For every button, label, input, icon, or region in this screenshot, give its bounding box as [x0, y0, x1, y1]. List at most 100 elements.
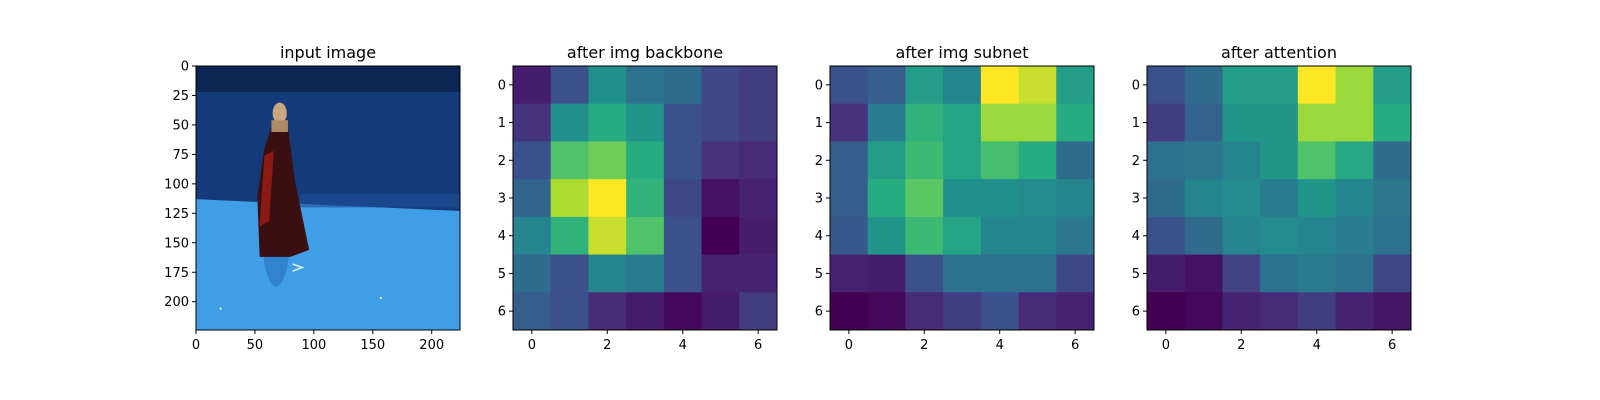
y-tick-label: 4 — [815, 229, 823, 244]
heatmap-cell — [905, 292, 944, 331]
y-tick-label: 50 — [172, 118, 189, 133]
y-tick-label: 2 — [498, 154, 506, 169]
panel-after-attention: after attention 0 2 4 6 0 1 2 3 4 5 6 — [1132, 43, 1412, 353]
heatmap-cell — [1147, 292, 1186, 331]
heatmap-cell — [1018, 216, 1057, 255]
heatmap-cell — [830, 103, 869, 142]
heatmap-cell — [663, 66, 702, 105]
heatmap-cell — [1018, 254, 1057, 293]
panel-title: after img backbone — [567, 43, 723, 62]
heatmap-cell — [1056, 292, 1095, 331]
heatmap-cell — [701, 216, 740, 255]
heatmap-cell — [701, 292, 740, 331]
y-tick-label: 200 — [164, 295, 189, 310]
heatmap-cell — [905, 254, 944, 293]
heatmap-cell — [1222, 66, 1261, 105]
x-tick-label: 0 — [528, 338, 536, 353]
y-tick-label: 6 — [498, 305, 506, 320]
heatmap-cell — [739, 179, 778, 218]
heatmap-cell — [1184, 216, 1223, 255]
heatmap-cell — [1147, 141, 1186, 180]
photo-floor-mark — [379, 297, 382, 299]
heatmap-cell — [513, 103, 552, 142]
heatmap-cell — [1335, 103, 1374, 142]
heatmap-cell — [550, 179, 589, 218]
heatmap-cell — [1147, 254, 1186, 293]
heatmap-cell — [663, 179, 702, 218]
heatmap-cell — [830, 66, 869, 105]
y-tick-label: 1 — [1132, 116, 1140, 131]
heatmap-cell — [1184, 103, 1223, 142]
x-tick-label: 2 — [1237, 338, 1245, 353]
heatmap-cell — [1335, 141, 1374, 180]
heatmap-cell — [980, 254, 1019, 293]
heatmap-cell — [701, 141, 740, 180]
axes-frame — [1146, 65, 1412, 331]
heatmap-cell — [663, 254, 702, 293]
photo-ceiling-rig — [196, 66, 460, 92]
heatmap-cell — [739, 141, 778, 180]
y-tick-label: 0 — [181, 60, 189, 75]
y-tick-label: 3 — [498, 192, 506, 207]
axes-frame — [512, 65, 778, 331]
heatmap-cell — [1297, 66, 1336, 105]
heatmap-cell — [1297, 292, 1336, 331]
heatmap-cell — [588, 103, 627, 142]
axes-frame — [195, 65, 461, 331]
heatmap-cell — [980, 292, 1019, 331]
photo-floor-mark — [292, 263, 305, 272]
heatmap-cell — [1056, 66, 1095, 105]
y-tick-label: 4 — [1132, 229, 1140, 244]
axes-frame — [829, 65, 1095, 331]
x-tick-label: 4 — [679, 338, 687, 353]
heatmap-cell — [1335, 216, 1374, 255]
y-tick-label: 0 — [815, 78, 823, 93]
photo-person-sleeve — [259, 150, 274, 227]
heatmap-cell — [663, 216, 702, 255]
heatmap-cell — [1222, 179, 1261, 218]
y-tick-label: 3 — [815, 192, 823, 207]
x-tick-label: 2 — [603, 338, 611, 353]
y-tick-label: 175 — [164, 266, 189, 281]
heatmap-cell — [830, 254, 869, 293]
heatmap-cell — [1260, 66, 1299, 105]
heatmap-cell — [588, 179, 627, 218]
heatmap-cell — [663, 103, 702, 142]
heatmap-cell — [830, 141, 869, 180]
heatmap-cell — [980, 103, 1019, 142]
heatmap-cell — [550, 292, 589, 331]
heatmap-cell — [1184, 141, 1223, 180]
heatmap-cell — [1184, 254, 1223, 293]
heatmap-cell — [980, 66, 1019, 105]
y-tick-label: 125 — [164, 207, 189, 222]
heatmap-cell — [1373, 216, 1412, 255]
heatmap-cell — [1184, 292, 1223, 331]
heatmap-cell — [1147, 103, 1186, 142]
heatmap-cell — [513, 66, 552, 105]
x-tick-label: 2 — [920, 338, 928, 353]
heatmap-cell — [867, 179, 906, 218]
x-tick-label: 150 — [360, 338, 385, 353]
x-tick-label: 4 — [1313, 338, 1321, 353]
y-tick-label: 2 — [815, 154, 823, 169]
heatmap-cell — [867, 254, 906, 293]
heatmap-cell — [550, 254, 589, 293]
heatmap-cell — [943, 141, 982, 180]
heatmap-cell — [980, 141, 1019, 180]
y-tick-label: 0 — [1132, 78, 1140, 93]
heatmap-cell — [588, 66, 627, 105]
heatmap-cell — [980, 179, 1019, 218]
x-tick-label: 0 — [192, 338, 200, 353]
heatmap-cell — [1222, 103, 1261, 142]
x-tick-label: 100 — [301, 338, 326, 353]
heatmap-cell — [1147, 216, 1186, 255]
heatmap-cell — [588, 141, 627, 180]
heatmap-cell — [626, 103, 665, 142]
heatmap-cell — [588, 254, 627, 293]
y-tick-label: 6 — [1132, 305, 1140, 320]
heatmap-cell — [1373, 292, 1412, 331]
panel-input-image: input image 0 50 100 150 200 0 25 50 75 100 125 150… — [164, 43, 461, 353]
y-tick-label: 3 — [1132, 192, 1140, 207]
heatmap-cell — [739, 292, 778, 331]
